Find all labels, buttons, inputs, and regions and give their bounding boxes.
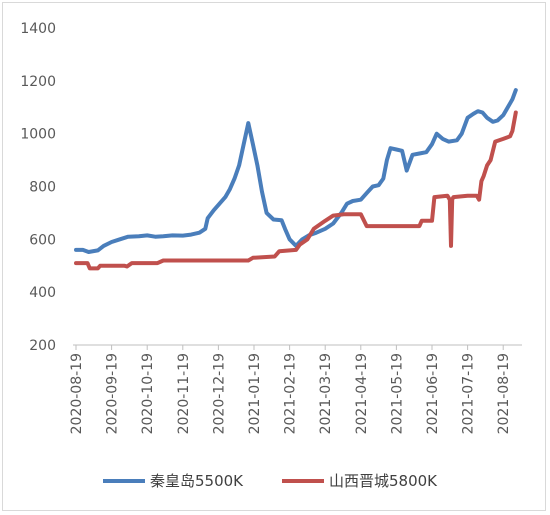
y-tick-label: 1200 <box>20 74 56 90</box>
x-tick-label: 2021-04-19 <box>354 353 370 434</box>
x-tick-label: 2020-10-19 <box>140 353 156 434</box>
x-tick-label: 2020-11-19 <box>176 353 192 434</box>
y-axis: 200 400 600 800 1000 1200 1400 <box>20 21 56 354</box>
legend: 秦皇岛5500K 山西晋城5800K <box>103 472 438 490</box>
y-tick-label: 1000 <box>20 127 56 143</box>
x-tick-label: 2021-05-19 <box>389 353 405 434</box>
x-tick-label: 2021-07-19 <box>461 353 477 434</box>
legend-label-1: 秦皇岛5500K <box>150 472 244 490</box>
x-tick-label: 2021-06-19 <box>425 353 441 434</box>
legend-label-2: 山西晋城5800K <box>329 472 438 490</box>
plot-area <box>74 88 518 271</box>
x-axis: 2020-08-19 2020-09-19 2020-10-19 2020-11-19… <box>69 345 512 434</box>
y-tick-label: 1400 <box>20 21 56 37</box>
y-tick-label: 200 <box>29 338 56 354</box>
y-tick-label: 600 <box>29 232 56 248</box>
x-tick-label: 2021-08-19 <box>496 353 512 434</box>
x-tick-label: 2021-01-19 <box>247 353 263 434</box>
x-tick-label: 2021-03-19 <box>318 353 334 434</box>
y-tick-label: 800 <box>29 180 56 196</box>
x-tick-label: 2020-12-19 <box>211 353 227 434</box>
y-tick-label: 400 <box>29 285 56 301</box>
x-tick-label: 2021-02-19 <box>283 353 299 434</box>
x-tick-label: 2020-09-19 <box>105 353 121 434</box>
x-tick-label: 2020-08-19 <box>69 353 85 434</box>
series-line-2 <box>74 110 518 271</box>
